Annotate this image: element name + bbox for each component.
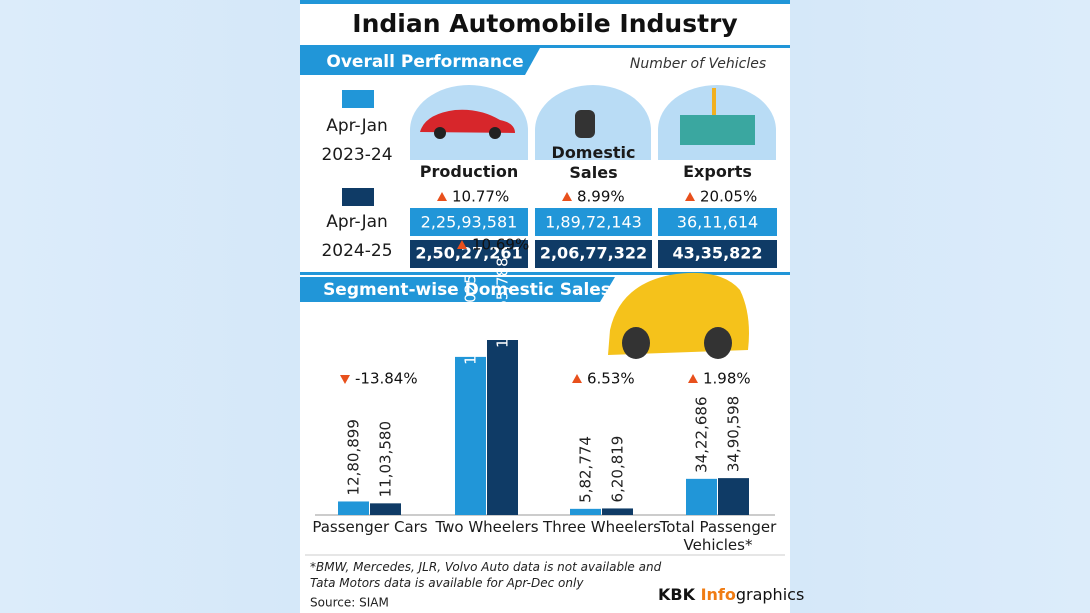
value-band	[410, 240, 528, 268]
value-band	[658, 208, 777, 236]
value-label: 34,90,598	[725, 396, 743, 472]
category-label: Total Passenger Vehicles*	[659, 518, 777, 554]
value-band	[535, 240, 652, 268]
key-icon	[575, 110, 595, 138]
crane-icon	[712, 88, 716, 115]
bar	[338, 501, 369, 515]
rule	[300, 45, 790, 48]
container-icon	[680, 115, 755, 145]
change-arrow	[562, 192, 572, 201]
footnote: *BMW, Mercedes, JLR, Volvo Auto data is …	[310, 560, 665, 590]
value-label: 6,20,819	[609, 436, 627, 503]
bar	[602, 508, 633, 515]
car-icon	[420, 109, 515, 133]
top-rule	[300, 0, 790, 4]
change-arrow	[457, 240, 467, 249]
metric-value: 2,25,93,581	[421, 213, 518, 232]
wheel	[434, 127, 446, 139]
value-label: 34,22,686	[693, 396, 711, 472]
value-band	[410, 208, 528, 236]
value-label: 1,65,65,788	[494, 257, 512, 348]
wheel	[704, 327, 732, 359]
metric-value: 2,06,77,322	[540, 244, 647, 263]
metric-name: Exports	[683, 162, 752, 181]
brand: KBK Infographics	[658, 585, 804, 604]
change-arrow	[685, 192, 695, 201]
metric-name: Domestic Sales	[551, 143, 636, 182]
title: Indian Automobile Industry	[352, 9, 737, 38]
category-label: Two Wheelers	[435, 518, 539, 536]
brand-part: Info	[701, 585, 736, 604]
unit-note: Number of Vehicles	[630, 56, 766, 72]
banner	[300, 48, 540, 75]
wheel	[622, 327, 650, 359]
change-label: 10.69%	[472, 236, 529, 254]
banner	[300, 277, 615, 302]
value-label: 5,82,774	[577, 436, 595, 503]
source: Source: SIAM	[310, 596, 389, 610]
metric-value: 36,11,614	[677, 213, 758, 232]
value-label: 12,80,899	[345, 419, 363, 495]
bar	[487, 340, 518, 515]
change-arrow	[340, 375, 350, 384]
metric-value: 43,35,822	[672, 244, 762, 263]
metric-change: 10.77%	[452, 188, 509, 206]
bar	[718, 478, 749, 515]
change-arrow	[572, 374, 582, 383]
metric-value: 2,50,27,261	[415, 244, 522, 263]
legend-label: Apr-Jan 2024-25	[321, 212, 393, 261]
legend-swatch	[342, 188, 374, 206]
bar	[455, 356, 486, 515]
change-label: 6.53%	[587, 370, 635, 388]
category-label: Three Wheelers	[543, 518, 661, 536]
legend-label: Apr-Jan 2023-24	[321, 116, 393, 165]
section-heading: Overall Performance	[326, 52, 523, 72]
bar	[686, 478, 717, 515]
metric-value: 1,89,72,143	[545, 213, 642, 232]
value-label: 1,49,66,025	[462, 274, 480, 365]
chart-title: Segment-wise Domestic Sales	[323, 280, 611, 300]
value-band	[658, 240, 777, 268]
wheel	[489, 127, 501, 139]
change-arrow	[688, 374, 698, 383]
change-arrow	[437, 192, 447, 201]
metric-change: 20.05%	[700, 188, 757, 206]
bar	[370, 503, 401, 515]
brand-part: KBK	[658, 585, 701, 604]
metric-change: 8.99%	[577, 188, 625, 206]
value-label: 11,03,580	[377, 421, 395, 497]
category-label: Passenger Cars	[312, 518, 428, 536]
metric-name: Production	[419, 162, 519, 181]
change-label: -13.84%	[355, 370, 418, 388]
rule	[300, 272, 790, 275]
value-band	[535, 208, 652, 236]
legend-swatch	[342, 90, 374, 108]
brand-part: graphics	[736, 585, 804, 604]
change-label: 1.98%	[703, 370, 751, 388]
bar	[570, 508, 601, 515]
